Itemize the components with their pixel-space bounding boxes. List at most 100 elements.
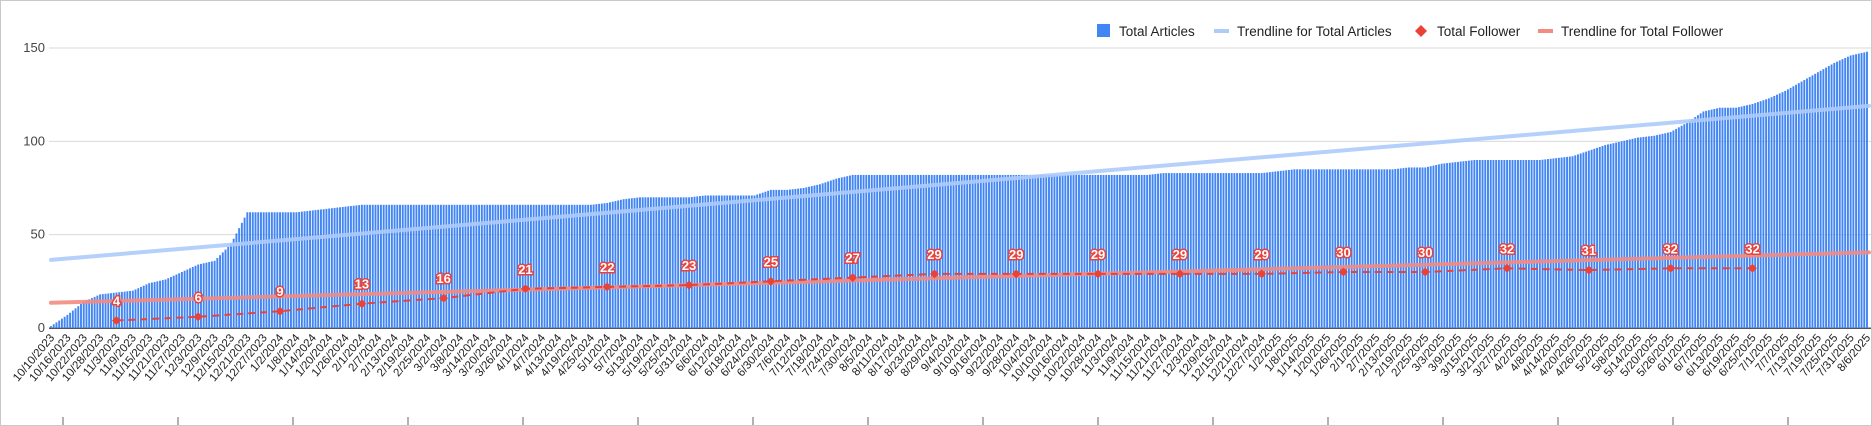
- bar: [1612, 143, 1615, 328]
- bar: [1536, 160, 1539, 328]
- bar: [579, 204, 581, 328]
- bar: [134, 289, 137, 328]
- bar: [600, 203, 603, 328]
- bar: [1492, 160, 1495, 328]
- bar: [382, 204, 385, 328]
- bar: [1446, 163, 1449, 328]
- bar: [1069, 174, 1072, 328]
- bar: [153, 281, 156, 328]
- bar: [254, 212, 257, 328]
- bar: [1247, 173, 1249, 328]
- bar: [745, 195, 748, 328]
- bar: [846, 176, 849, 328]
- bar: [690, 197, 693, 328]
- legend-item[interactable]: Total Articles: [1097, 24, 1195, 39]
- bar: [1560, 157, 1563, 328]
- bar: [603, 203, 606, 328]
- bar: [1154, 174, 1157, 328]
- bar: [1233, 173, 1236, 328]
- bar: [99, 294, 102, 328]
- bar: [570, 204, 573, 328]
- bar: [1058, 174, 1061, 328]
- bar: [527, 204, 530, 328]
- bar: [1846, 56, 1849, 329]
- bar: [1773, 95, 1776, 328]
- bar: [1402, 168, 1405, 328]
- bar: [1669, 132, 1672, 328]
- bar: [1806, 78, 1808, 329]
- bar: [448, 204, 451, 328]
- bar: [1056, 174, 1059, 328]
- bar: [606, 202, 609, 328]
- legend-item[interactable]: Trendline for Total Follower: [1538, 24, 1724, 39]
- bar: [118, 292, 121, 328]
- bar: [1566, 156, 1569, 328]
- bar: [821, 183, 824, 328]
- bar: [1437, 164, 1440, 328]
- bar: [221, 252, 224, 328]
- bar: [1623, 140, 1626, 328]
- legend-item[interactable]: Total Follower: [1415, 24, 1521, 39]
- bar: [1767, 98, 1770, 329]
- bar: [317, 209, 320, 328]
- bar: [159, 280, 162, 328]
- bar: [1023, 174, 1026, 328]
- bar: [1547, 159, 1549, 328]
- bar: [707, 195, 710, 328]
- follower-data-label: 27: [845, 251, 859, 266]
- bar: [955, 174, 958, 328]
- y-tick-label: 0: [38, 320, 45, 335]
- bar: [137, 288, 140, 328]
- y-axis-ticks: 0 50 100 150: [23, 40, 45, 335]
- bar: [1421, 167, 1424, 328]
- bar: [1184, 173, 1187, 328]
- bar: [595, 204, 598, 328]
- bar: [1372, 169, 1375, 328]
- bar: [1557, 157, 1560, 328]
- bar: [1405, 167, 1408, 328]
- bar: [748, 195, 750, 328]
- bars-total-articles: [50, 51, 1868, 329]
- bar: [868, 174, 870, 328]
- follower-data-label: 29: [1091, 247, 1105, 262]
- bar: [712, 195, 715, 328]
- bar: [887, 174, 890, 328]
- bar: [1159, 173, 1162, 328]
- bar: [276, 212, 279, 328]
- bar: [671, 197, 674, 328]
- bar: [401, 204, 404, 328]
- bar: [1148, 174, 1151, 328]
- bar: [1241, 173, 1244, 328]
- bar: [227, 246, 230, 328]
- bar: [1252, 173, 1255, 328]
- bar: [1080, 174, 1083, 328]
- bar: [208, 262, 211, 328]
- bar: [838, 178, 840, 328]
- bar: [1328, 169, 1331, 328]
- bar: [300, 211, 303, 328]
- bar: [589, 204, 592, 328]
- bar: [639, 197, 641, 328]
- bar: [1825, 67, 1828, 328]
- bar: [1249, 173, 1252, 328]
- bar: [559, 204, 562, 328]
- bar: [1579, 153, 1582, 328]
- bar: [543, 204, 546, 328]
- follower-data-label: 9: [276, 284, 283, 299]
- bar: [415, 204, 418, 328]
- bar: [197, 264, 200, 328]
- bar: [420, 204, 423, 328]
- bar: [778, 189, 780, 328]
- bar: [1304, 169, 1307, 328]
- bar: [483, 204, 486, 328]
- legend-item[interactable]: Trendline for Total Articles: [1214, 24, 1392, 39]
- bar: [938, 174, 941, 328]
- bar: [1143, 174, 1146, 328]
- bar: [1473, 160, 1476, 328]
- bar: [120, 291, 123, 328]
- bar: [1424, 167, 1427, 328]
- bar: [756, 194, 759, 328]
- follower-point: [1093, 269, 1103, 279]
- bar: [1151, 174, 1154, 328]
- bar: [876, 174, 879, 328]
